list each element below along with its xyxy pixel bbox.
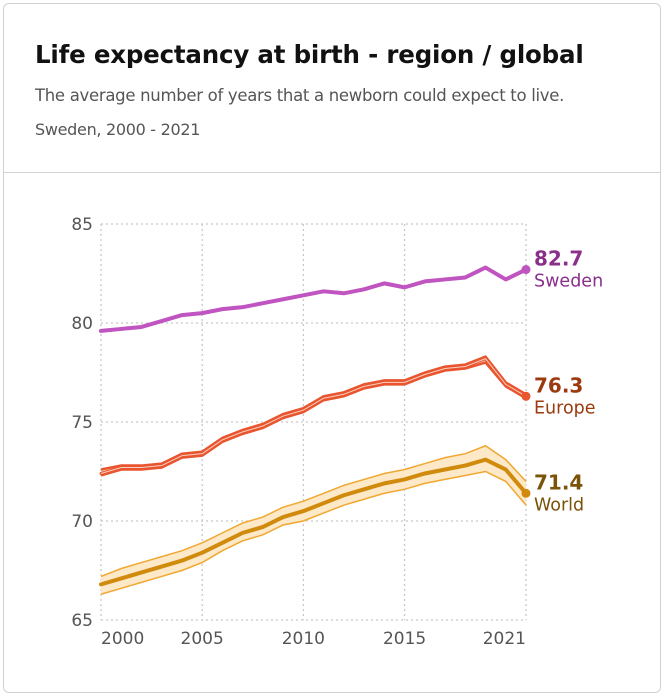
y-tick-label: 80 bbox=[71, 314, 93, 334]
band-upper-line bbox=[100, 444, 527, 578]
series-world bbox=[99, 444, 531, 595]
series-europe bbox=[99, 355, 531, 477]
x-tick-label: 2021 bbox=[483, 629, 526, 649]
band-upper-line bbox=[100, 355, 527, 471]
x-tick-label: 2005 bbox=[181, 629, 224, 649]
y-tick-label: 70 bbox=[71, 512, 93, 532]
series-line-highlight bbox=[100, 358, 527, 474]
end-value-label: 76.3 bbox=[534, 373, 583, 397]
chart-header: Life expectancy at birth - region / glob… bbox=[4, 4, 660, 173]
confidence-band bbox=[101, 445, 526, 595]
y-tick-label: 75 bbox=[71, 413, 93, 433]
x-tick-label: 2000 bbox=[101, 629, 144, 649]
x-tick-label: 2015 bbox=[383, 629, 426, 649]
end-point-marker bbox=[521, 265, 531, 275]
end-value-label: 82.7 bbox=[534, 247, 583, 271]
series-name-label: Sweden bbox=[534, 272, 603, 292]
chart-title: Life expectancy at birth - region / glob… bbox=[35, 40, 584, 69]
x-axis: 2000 2005 2010 2015 2021 bbox=[101, 629, 526, 649]
series-line bbox=[99, 457, 528, 587]
end-point-marker bbox=[521, 391, 531, 401]
chart-meta: Sweden, 2000 - 2021 bbox=[35, 120, 201, 139]
series bbox=[99, 265, 531, 595]
y-tick-label: 65 bbox=[71, 611, 93, 631]
series-sweden bbox=[99, 265, 531, 333]
band-lower-line bbox=[100, 470, 527, 595]
series-line bbox=[99, 265, 528, 333]
end-point-marker bbox=[521, 488, 531, 498]
end-value-label: 71.4 bbox=[534, 470, 583, 494]
chart-subtitle: The average number of years that a newbo… bbox=[35, 86, 565, 105]
band-lower-line bbox=[100, 361, 527, 477]
x-tick-label: 2010 bbox=[282, 629, 325, 649]
y-axis: 65 70 75 80 85 bbox=[71, 215, 93, 631]
y-tick-label: 85 bbox=[71, 215, 93, 235]
series-name-label: Europe bbox=[534, 398, 596, 418]
series-name-label: World bbox=[534, 495, 584, 515]
